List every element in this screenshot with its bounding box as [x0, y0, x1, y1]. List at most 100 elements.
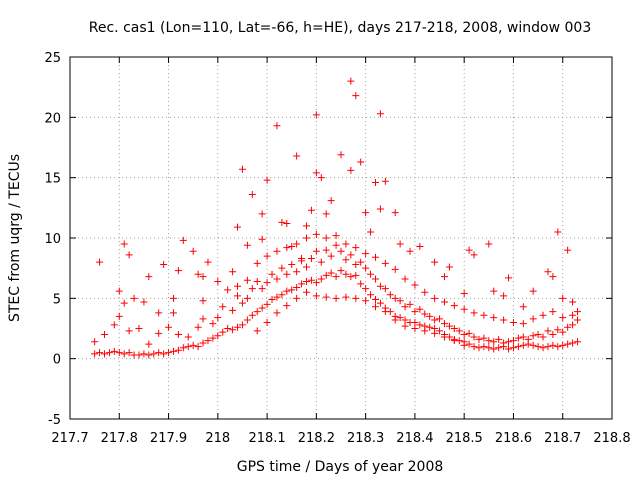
data-point	[544, 268, 552, 276]
data-point	[179, 344, 187, 352]
x-tick-label: 218.3	[347, 431, 384, 446]
data-point	[224, 325, 232, 332]
data-point	[288, 261, 296, 269]
data-point	[539, 333, 547, 341]
data-point	[569, 339, 577, 347]
data-point	[204, 337, 212, 345]
data-point	[253, 259, 261, 267]
data-point	[534, 331, 542, 339]
y-tick-label: 5	[53, 292, 61, 307]
data-point	[440, 333, 448, 341]
data-point	[155, 349, 163, 357]
data-point	[450, 325, 458, 332]
data-point	[174, 267, 182, 275]
y-tick-label: 15	[44, 172, 61, 187]
data-point	[549, 273, 557, 281]
data-point	[440, 320, 448, 328]
y-tick-label: 10	[44, 232, 61, 247]
data-point	[229, 268, 237, 276]
data-point	[514, 334, 522, 342]
data-point	[505, 345, 513, 353]
data-point	[184, 343, 192, 351]
data-point	[243, 276, 251, 284]
data-point	[529, 341, 537, 349]
data-point	[105, 349, 113, 357]
data-point	[574, 338, 582, 346]
data-point	[283, 244, 291, 252]
data-point	[352, 92, 360, 100]
data-point	[283, 220, 291, 228]
data-point	[371, 303, 379, 311]
data-point	[529, 332, 537, 340]
data-point	[431, 329, 439, 337]
data-point	[298, 280, 306, 288]
data-point	[574, 316, 582, 324]
data-point	[248, 285, 256, 293]
data-point	[253, 277, 261, 285]
data-point	[278, 218, 286, 226]
data-point	[303, 288, 311, 296]
data-point	[342, 293, 350, 301]
data-point	[376, 205, 384, 213]
data-point	[460, 331, 468, 339]
data-point	[234, 292, 242, 300]
data-point	[327, 197, 335, 205]
data-point	[485, 240, 493, 248]
data-point	[283, 270, 291, 278]
data-point	[312, 247, 320, 255]
data-point	[150, 350, 158, 358]
data-point	[509, 344, 517, 352]
data-point	[495, 344, 503, 352]
data-point	[263, 318, 271, 326]
data-point	[179, 236, 187, 244]
data-point	[209, 334, 217, 342]
data-point	[229, 326, 237, 334]
data-point	[258, 304, 266, 312]
data-point	[273, 275, 281, 283]
data-point	[303, 222, 311, 230]
data-point	[258, 285, 266, 293]
data-point	[120, 350, 128, 358]
data-point	[401, 303, 409, 311]
data-point	[278, 291, 286, 299]
data-point	[214, 314, 222, 322]
data-point	[362, 250, 370, 258]
data-point	[519, 303, 527, 311]
data-point	[288, 242, 296, 250]
data-point	[347, 273, 355, 281]
data-point	[431, 258, 439, 266]
data-point	[322, 234, 330, 242]
data-point	[490, 345, 498, 353]
data-point	[480, 311, 488, 319]
data-point	[426, 323, 434, 331]
data-point	[564, 323, 572, 331]
data-point	[490, 287, 498, 295]
data-point	[327, 252, 335, 260]
data-point	[559, 328, 567, 336]
data-point	[367, 270, 375, 278]
data-point	[91, 338, 99, 346]
data-point	[130, 294, 138, 302]
data-point	[421, 327, 429, 335]
data-point	[96, 258, 104, 266]
data-point	[460, 305, 468, 313]
data-point	[500, 316, 508, 324]
data-point	[224, 286, 232, 294]
data-point	[559, 294, 567, 302]
data-point	[485, 344, 493, 352]
data-point	[312, 279, 320, 287]
data-point	[490, 338, 498, 346]
data-point	[500, 339, 508, 347]
data-point	[199, 315, 207, 323]
data-point	[312, 111, 320, 119]
data-point	[554, 343, 562, 351]
data-point	[194, 270, 202, 278]
data-point	[450, 302, 458, 310]
data-point	[495, 335, 503, 343]
data-point	[569, 298, 577, 306]
data-point	[293, 240, 301, 248]
data-point	[436, 315, 444, 323]
data-point	[416, 321, 424, 329]
data-point	[174, 346, 182, 354]
data-point	[371, 253, 379, 261]
